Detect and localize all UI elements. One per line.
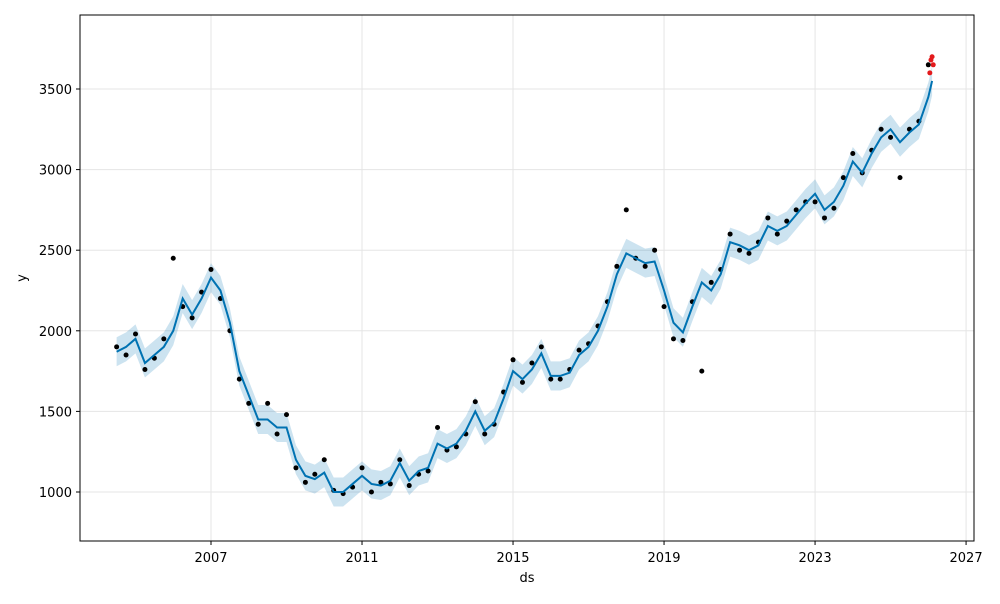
x-tick-label: 2011	[345, 551, 378, 566]
observation-point	[519, 379, 525, 385]
observation-point	[378, 479, 384, 485]
observation-point	[878, 126, 884, 132]
observation-point	[727, 231, 733, 237]
observation-point	[387, 481, 393, 487]
observation-point	[925, 62, 931, 68]
observation-point	[538, 344, 544, 350]
x-axis-label: ds	[519, 571, 534, 586]
observation-point	[897, 175, 903, 181]
x-tick-label: 2015	[496, 551, 529, 566]
y-tick-label: 3000	[39, 164, 72, 179]
observation-point	[161, 336, 167, 342]
observation-point	[784, 218, 790, 224]
observation-point	[246, 400, 252, 406]
observation-point	[397, 457, 403, 463]
y-tick-label: 2000	[39, 325, 72, 340]
observation-point	[812, 199, 818, 205]
observation-point	[170, 255, 176, 261]
plot-frame	[79, 14, 975, 542]
observation-point	[302, 479, 308, 485]
observation-point	[831, 205, 837, 211]
observation-point	[132, 331, 138, 337]
observation-point	[642, 263, 648, 269]
observation-point	[274, 431, 280, 437]
y-axis-label: y	[15, 274, 30, 282]
observation-point	[614, 263, 620, 269]
observation-point	[888, 134, 894, 140]
observation-point	[850, 150, 856, 156]
observation-point	[699, 368, 705, 374]
observation-point	[623, 207, 629, 213]
y-tick-label: 3500	[39, 83, 72, 98]
observation-point	[453, 444, 459, 450]
recent-point	[927, 70, 933, 76]
observation-point	[737, 247, 743, 253]
observation-point	[652, 247, 658, 253]
y-tick-label: 1000	[39, 486, 72, 501]
observation-point	[840, 175, 846, 181]
observation-point	[548, 376, 554, 382]
observation-point	[312, 471, 318, 477]
observation-point	[746, 250, 752, 256]
observation-point	[670, 336, 676, 342]
observation-point	[359, 465, 365, 471]
observation-point	[774, 231, 780, 237]
observation-point	[189, 315, 195, 321]
x-tick-label: 2027	[950, 551, 983, 566]
observation-point	[208, 267, 214, 273]
forecast-line	[116, 80, 934, 493]
observation-point	[265, 400, 271, 406]
observation-point	[510, 357, 516, 363]
y-tick-label: 2500	[39, 244, 72, 259]
observation-point	[661, 304, 667, 310]
observation-point	[114, 344, 120, 350]
observation-point	[142, 366, 148, 372]
observation-point	[123, 352, 129, 358]
observation-point	[293, 465, 299, 471]
observation-point	[425, 468, 431, 474]
observation-point	[529, 360, 535, 366]
x-tick-label: 2019	[647, 551, 680, 566]
observation-point	[472, 399, 478, 405]
observation-point	[284, 412, 290, 418]
observation-point	[576, 347, 582, 353]
observation-point	[708, 279, 714, 285]
x-tick-label: 2007	[194, 551, 227, 566]
x-tick-label: 2023	[799, 551, 832, 566]
observation-point	[482, 431, 488, 437]
recent-point	[930, 62, 936, 68]
observation-point	[321, 457, 327, 463]
observation-point	[793, 207, 799, 213]
observation-point	[435, 425, 441, 431]
observation-point	[680, 337, 686, 343]
observation-point	[255, 421, 261, 427]
observation-point	[765, 215, 771, 221]
observation-point	[406, 483, 412, 489]
observation-point	[557, 376, 563, 382]
observation-point	[236, 376, 242, 382]
recent-point	[929, 54, 935, 60]
observation-point	[821, 215, 827, 221]
observation-point	[368, 489, 374, 495]
y-tick-label: 1500	[39, 405, 72, 420]
